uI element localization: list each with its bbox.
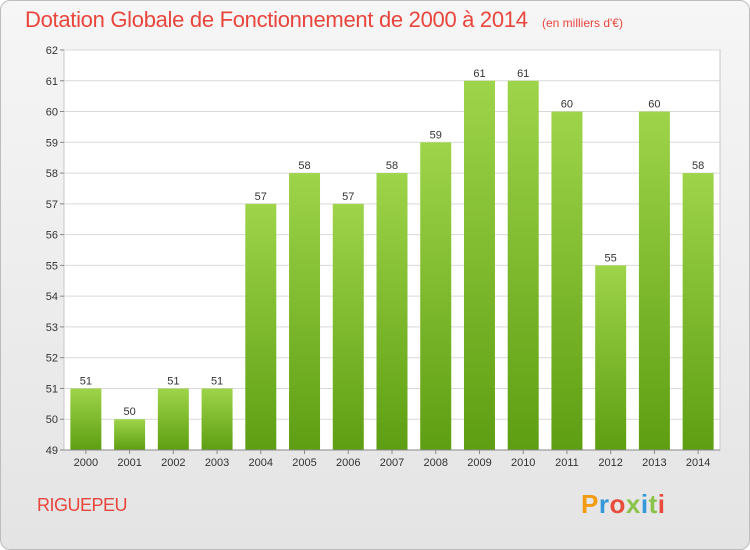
y-tick-label: 57 — [46, 199, 58, 211]
data-label: 58 — [298, 160, 310, 172]
bar — [376, 173, 408, 451]
bar — [114, 419, 146, 450]
y-tick-label: 49 — [46, 445, 58, 457]
x-tick-label: 2005 — [292, 457, 316, 469]
bar — [638, 111, 670, 451]
bar — [463, 80, 495, 451]
bar — [245, 203, 277, 450]
brand-letter: x — [625, 489, 641, 519]
x-tick-label: 2006 — [336, 457, 360, 469]
x-tick-label: 2010 — [511, 457, 535, 469]
data-label: 51 — [211, 375, 223, 387]
data-label: 60 — [648, 99, 660, 111]
brand-letter: i — [640, 489, 649, 519]
brand-letter: P — [581, 489, 599, 519]
brand-letter: t — [648, 489, 658, 519]
bar — [332, 203, 364, 450]
x-tick-label: 2000 — [74, 457, 98, 469]
y-tick-label: 54 — [46, 291, 58, 303]
x-tick-label: 2002 — [161, 457, 185, 469]
bar — [289, 173, 321, 451]
data-label: 61 — [473, 68, 485, 80]
data-label: 57 — [255, 191, 267, 203]
x-tick-label: 2003 — [205, 457, 229, 469]
y-tick-label: 56 — [46, 230, 58, 242]
chart-unit-note: (en milliers d'€) — [542, 16, 623, 30]
x-tick-label: 2013 — [642, 457, 666, 469]
y-tick-label: 60 — [46, 107, 58, 119]
bar — [551, 111, 583, 451]
y-tick-label: 61 — [46, 76, 58, 88]
x-tick-label: 2001 — [117, 457, 141, 469]
bar — [157, 388, 189, 450]
data-label: 61 — [517, 68, 529, 80]
y-tick-label: 53 — [46, 322, 58, 334]
x-tick-label: 2008 — [423, 457, 447, 469]
data-label: 51 — [167, 375, 179, 387]
x-tick-label: 2014 — [686, 457, 710, 469]
x-tick-label: 2004 — [249, 457, 273, 469]
y-tick-label: 50 — [46, 414, 58, 426]
bar — [507, 80, 539, 451]
x-tick-label: 2007 — [380, 457, 404, 469]
brand-letter: o — [609, 489, 626, 519]
x-tick-label: 2011 — [555, 457, 579, 469]
x-tick-label: 2012 — [598, 457, 622, 469]
data-label: 55 — [605, 252, 617, 264]
bar — [201, 388, 233, 450]
data-label: 51 — [80, 375, 92, 387]
bar — [70, 388, 102, 450]
brand-letter: r — [598, 489, 610, 519]
y-tick-label: 52 — [46, 353, 58, 365]
chart-title: Dotation Globale de Fonctionnement de 20… — [25, 7, 528, 32]
y-tick-label: 62 — [46, 45, 58, 57]
data-label: 58 — [692, 160, 704, 172]
data-label: 59 — [430, 129, 442, 141]
commune-name: RIGUEPEU — [37, 495, 128, 515]
proxiti-logo: Proxiti — [581, 489, 665, 520]
bar — [682, 173, 714, 451]
data-label: 57 — [342, 191, 354, 203]
bar — [595, 265, 627, 450]
x-tick-label: 2009 — [467, 457, 491, 469]
y-tick-label: 55 — [46, 260, 58, 272]
y-tick-label: 58 — [46, 168, 58, 180]
y-tick-label: 51 — [46, 383, 58, 395]
data-label: 60 — [561, 99, 573, 111]
brand-letter: i — [657, 489, 666, 519]
data-label: 50 — [123, 406, 135, 418]
data-label: 58 — [386, 160, 398, 172]
y-tick-label: 59 — [46, 137, 58, 149]
bar — [420, 142, 452, 451]
